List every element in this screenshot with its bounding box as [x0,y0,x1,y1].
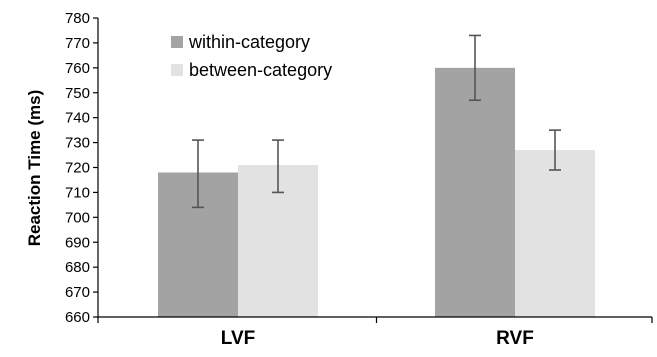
legend: within-category between-category [171,32,332,80]
bar-rvf-between-category [515,150,595,317]
x-category-label-rvf: RVF [496,328,534,349]
error-bars-layer [192,34,561,209]
x-category-label-lvf: LVF [221,328,255,349]
y-tick-label: 680 [65,259,90,276]
error-bar-lvf-between-category [272,139,284,194]
y-tick-label: 740 [65,110,90,127]
y-tick-label: 780 [65,10,90,27]
y-tick-label: 660 [65,309,90,326]
y-tick-label: 730 [65,135,90,152]
y-tick-label: 720 [65,160,90,177]
y-tick-label: 750 [65,85,90,102]
bar-rvf-within-category [435,67,515,317]
error-bar-rvf-within-category [469,34,481,102]
error-bar-rvf-between-category [549,129,561,171]
y-tick-label: 700 [65,209,90,226]
y-tick-label: 760 [65,60,90,77]
legend-swatch [171,36,183,48]
error-bar-lvf-within-category [192,139,204,209]
legend-swatch [171,64,183,76]
y-axis-title: Reaction Time (ms) [25,90,44,247]
axes-layer: 660 670 680 690 700 710 720 730 740 750 760 770 780 L… [65,10,653,349]
bars-layer [158,67,595,317]
y-tick-label: 770 [65,35,90,52]
legend-label: between-category [189,60,332,80]
y-tick-label: 710 [65,184,90,201]
legend-item-within-category: within-category [171,32,310,52]
y-tick-label: 670 [65,284,90,301]
y-tick-label: 690 [65,234,90,251]
legend-item-between-category: between-category [171,60,332,80]
legend-label: within-category [188,32,310,52]
